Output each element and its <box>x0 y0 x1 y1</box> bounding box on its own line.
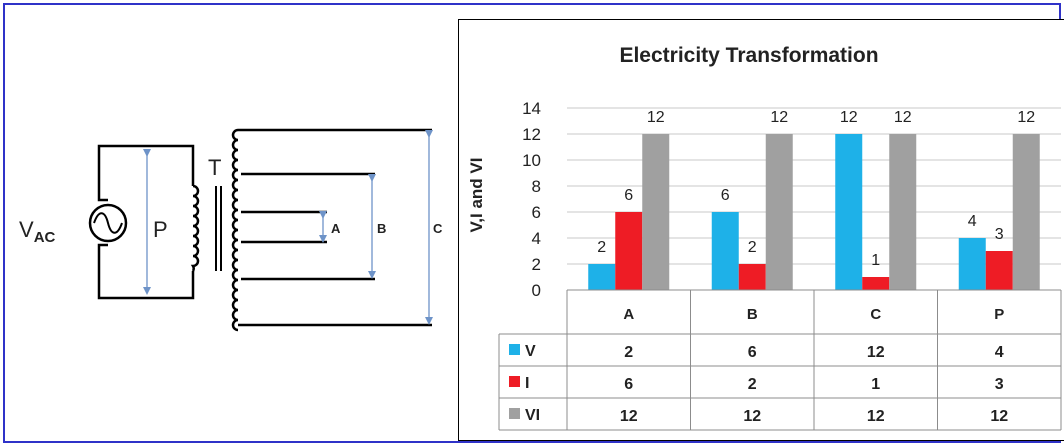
bar-chart: Electricity Transformation V,I and VI 0 2… <box>467 44 1062 431</box>
transformer-core <box>215 186 222 271</box>
secondary-coil <box>231 128 239 332</box>
chart-panel: Electricity Transformation V,I and VI 0 2… <box>458 19 1064 441</box>
table-cell: 12 <box>743 408 761 425</box>
data-label: 2 <box>597 239 606 256</box>
bar-v-b <box>711 212 739 290</box>
table-cell: 3 <box>995 376 1004 393</box>
legend-label: VI <box>525 407 540 424</box>
y-tick-label: 4 <box>532 229 541 248</box>
legend-label: V <box>525 343 536 360</box>
category-label: A <box>623 306 634 323</box>
transformer-circuit-diagram: VAC P T A B C <box>19 128 443 332</box>
tap-label-b: B <box>377 221 386 236</box>
table-cell: 6 <box>624 376 633 393</box>
data-label: 6 <box>624 187 633 204</box>
bar-i-p <box>985 251 1013 290</box>
ac-source-icon <box>88 203 128 243</box>
data-label: 12 <box>840 109 858 126</box>
bar-i-c <box>862 277 890 290</box>
y-tick-label: 14 <box>522 99 541 118</box>
y-axis-ticks: 0 2 4 6 8 10 12 14 <box>522 99 541 300</box>
table-cell: 12 <box>990 408 1008 425</box>
output-tap-wires <box>238 128 432 327</box>
data-label: 12 <box>1017 109 1035 126</box>
bar-vi-p <box>1012 134 1040 290</box>
data-label: 2 <box>748 239 757 256</box>
data-label: 12 <box>647 109 665 126</box>
bar-vi-b <box>765 134 793 290</box>
table-cell: 12 <box>620 408 638 425</box>
source-label-sub: AC <box>34 229 56 246</box>
y-tick-label: 8 <box>532 177 541 196</box>
table-cell: 2 <box>748 376 757 393</box>
bar-v-a <box>588 264 616 290</box>
table-cell: 6 <box>748 344 757 361</box>
y-tick-label: 6 <box>532 203 541 222</box>
category-label: P <box>994 306 1004 323</box>
legend-key-vi <box>509 408 520 419</box>
data-labels: 2 6 12 6 2 12 12 1 12 4 3 12 <box>597 109 1035 269</box>
y-tick-label: 2 <box>532 255 541 274</box>
data-label: 6 <box>721 187 730 204</box>
chart-title: Electricity Transformation <box>619 44 878 67</box>
bar-i-a <box>615 212 643 290</box>
data-label: 1 <box>871 252 880 269</box>
primary-label: P <box>153 217 168 242</box>
data-table: A B C P V 2 6 12 4 I 6 2 1 3 VI 12 12 12 12 <box>498 289 1062 431</box>
data-label: 12 <box>770 109 788 126</box>
data-label: 4 <box>968 213 977 230</box>
bars <box>588 134 1040 290</box>
primary-circuit-wires <box>97 144 195 300</box>
source-label: VAC <box>19 217 56 246</box>
bar-v-c <box>835 134 863 290</box>
figure-frame: VAC P T A B C <box>3 3 1064 443</box>
bar-vi-a <box>642 134 670 290</box>
y-tick-label: 10 <box>522 151 541 170</box>
table-cell: 12 <box>867 408 885 425</box>
primary-coil <box>190 184 200 272</box>
source-label-main: V <box>19 217 34 242</box>
bar-i-b <box>738 264 766 290</box>
y-tick-label: 0 <box>532 281 541 300</box>
category-label: B <box>747 306 758 323</box>
data-label: 3 <box>995 226 1004 243</box>
category-label: C <box>870 306 881 323</box>
legend-key-i <box>509 376 520 387</box>
table-cell: 4 <box>995 344 1004 361</box>
y-tick-label: 12 <box>522 125 541 144</box>
data-label: 12 <box>894 109 912 126</box>
bar-v-p <box>958 238 986 290</box>
table-cell: 12 <box>867 344 885 361</box>
tap-label-a: A <box>331 221 341 236</box>
bar-vi-c <box>889 134 917 290</box>
legend-key-v <box>509 344 520 355</box>
table-cell: 2 <box>624 344 633 361</box>
legend-label: I <box>525 375 529 392</box>
y-axis-label: V,I and VI <box>467 158 486 233</box>
transformer-label: T <box>208 155 221 180</box>
tap-label-c: C <box>433 221 443 236</box>
table-cell: 1 <box>871 376 880 393</box>
